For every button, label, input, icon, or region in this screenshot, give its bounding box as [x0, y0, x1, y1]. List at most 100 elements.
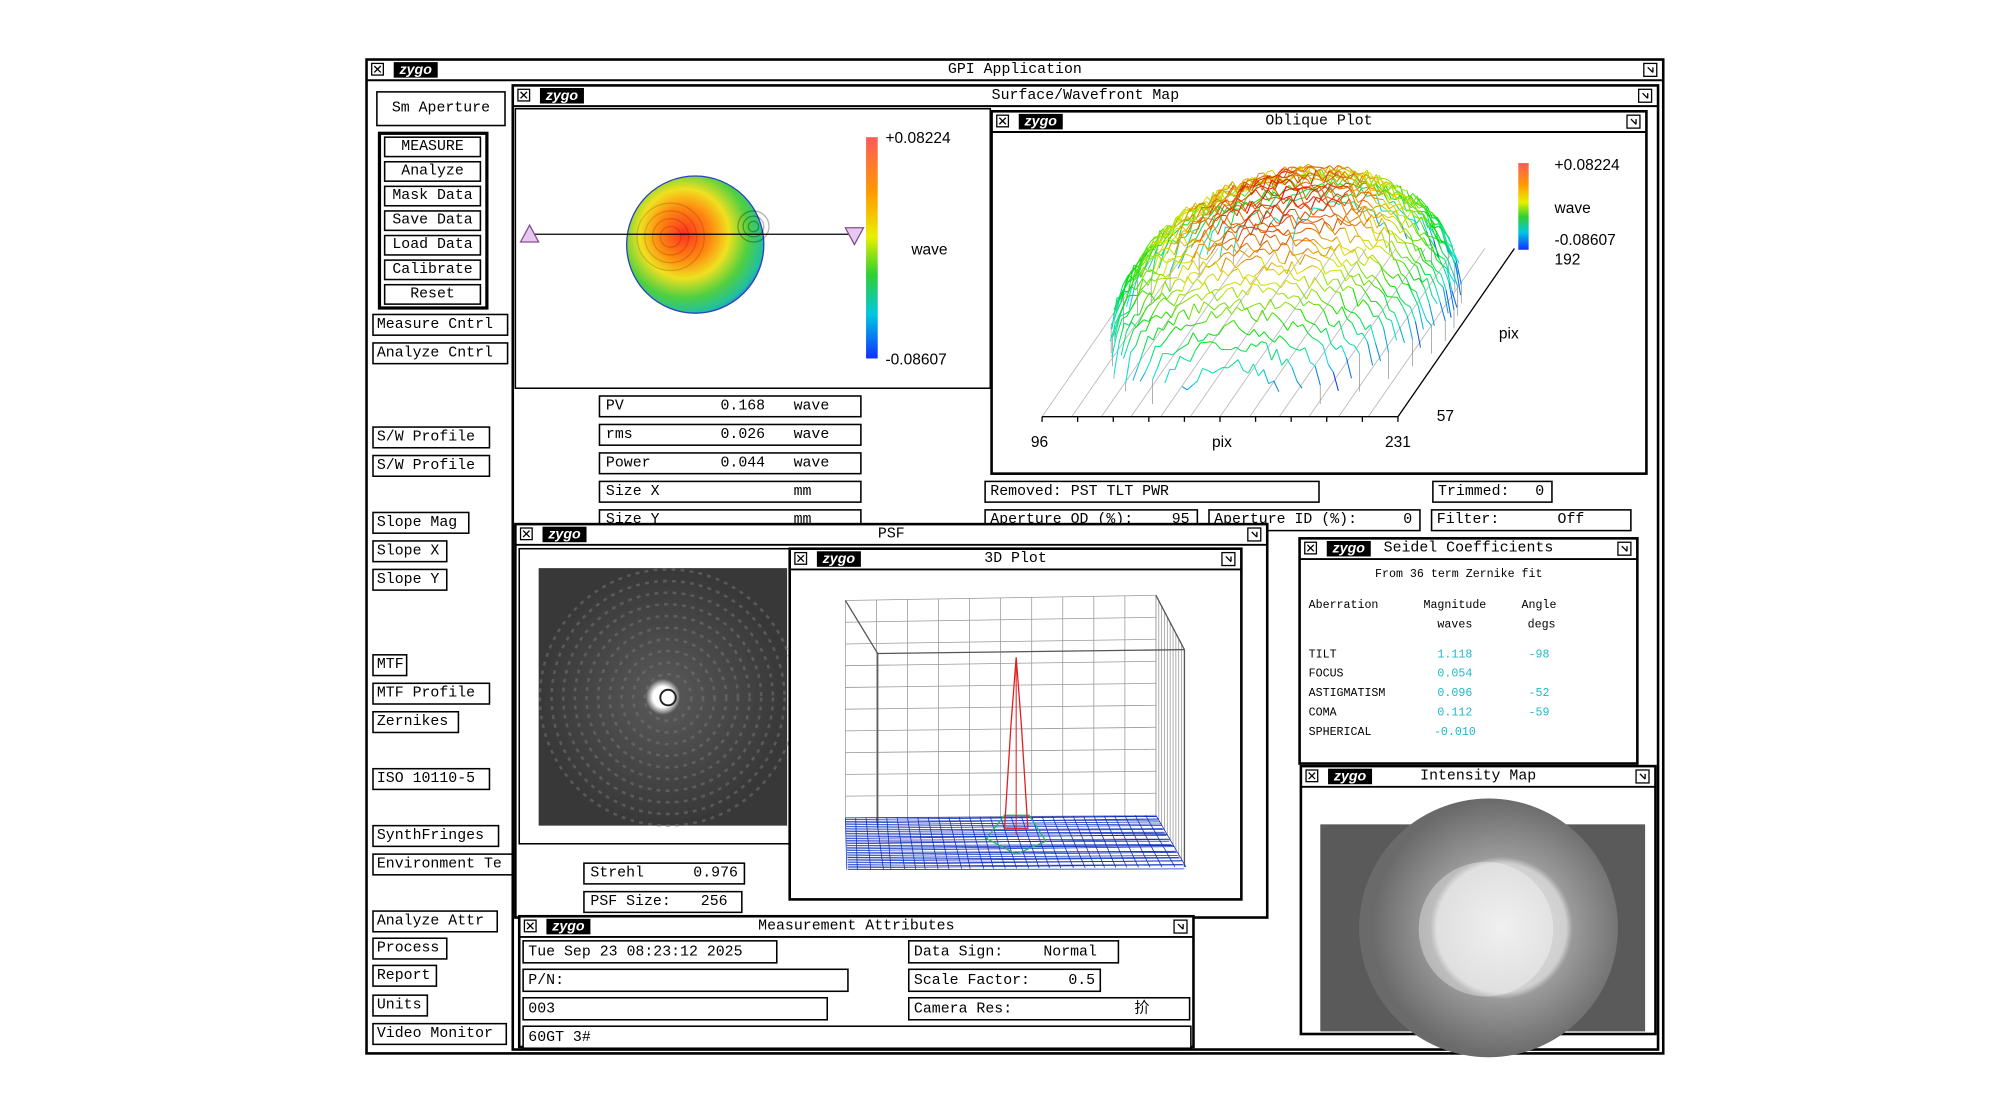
button-label[interactable]: Analyze Cntrl — [377, 345, 493, 361]
aberration-name: ASTIGMATISM — [1309, 687, 1386, 700]
psf-label: Strehl — [590, 866, 644, 882]
button-label[interactable]: Reset — [410, 286, 455, 302]
button-label[interactable]: Sm Aperture — [392, 101, 490, 117]
surface-trace — [1138, 266, 1145, 276]
surface-trace — [1170, 326, 1177, 334]
button-label[interactable]: S/W Profile — [377, 458, 475, 474]
surface-trace — [1224, 302, 1230, 309]
surface-trace — [1329, 285, 1336, 292]
surface-trace — [1274, 217, 1281, 223]
surface-trace — [1433, 245, 1440, 257]
surface-trace — [1375, 301, 1382, 308]
button-label[interactable]: Mask Data — [392, 188, 472, 204]
surface-trace — [1312, 189, 1318, 193]
button-label[interactable]: MEASURE — [401, 139, 464, 155]
wall-grid — [845, 594, 1156, 601]
surface-trace — [1317, 217, 1323, 222]
button-label[interactable]: Process — [377, 941, 439, 957]
surface-trace — [1331, 236, 1338, 242]
button-label[interactable]: Slope Y — [377, 572, 440, 588]
logo: zygo — [399, 62, 433, 78]
surface-trace — [1138, 319, 1145, 326]
surface-trace — [1443, 267, 1450, 283]
button-label[interactable]: Video Monitor — [377, 1026, 493, 1042]
surface-trace — [1250, 255, 1257, 260]
surface-trace — [1320, 198, 1327, 205]
surface-trace — [1328, 324, 1335, 328]
surface-trace — [1127, 294, 1134, 297]
button-label[interactable]: Calibrate — [392, 262, 472, 278]
surface-trace — [1312, 265, 1318, 268]
surface-trace — [1293, 189, 1300, 202]
surface-trace — [1249, 200, 1256, 210]
button-label[interactable]: Report — [377, 968, 431, 984]
surface-trace — [1367, 304, 1374, 317]
surface-trace — [1179, 232, 1186, 236]
surface-trace — [1165, 232, 1172, 242]
result-field — [598, 395, 862, 418]
surface-trace — [1131, 266, 1138, 273]
surface-trace — [1182, 230, 1189, 233]
surface-trace — [1417, 305, 1424, 330]
surface-trace — [1238, 211, 1245, 221]
button-label[interactable]: MTF — [377, 657, 404, 673]
surface-trace — [1428, 247, 1434, 253]
axis-title: pix — [1212, 434, 1232, 451]
surface-trace — [1427, 263, 1434, 269]
surface-trace — [1325, 178, 1332, 183]
surface-trace — [1139, 372, 1146, 382]
surface-trace — [1186, 296, 1193, 301]
fringe-ring — [742, 215, 765, 238]
mesh-line — [847, 868, 1185, 871]
line — [1639, 773, 1646, 780]
surface-trace — [1158, 248, 1165, 253]
button-label[interactable]: Save Data — [392, 213, 472, 229]
surface-trace — [1340, 203, 1347, 216]
surface-trace — [1201, 293, 1208, 301]
surface-trace — [1198, 301, 1205, 314]
surface-trace — [1291, 215, 1298, 226]
surface-trace — [1210, 261, 1217, 267]
button-label[interactable]: Measure Cntrl — [377, 317, 493, 333]
surface-trace — [1195, 322, 1202, 325]
surface-trace — [1333, 197, 1340, 207]
surface-trace — [1424, 217, 1431, 224]
button-label[interactable]: Zernikes — [377, 714, 448, 730]
button-label[interactable]: Analyze — [401, 163, 463, 179]
button-label[interactable]: Load Data — [392, 237, 472, 253]
color-bar — [866, 137, 878, 359]
fringe-ring — [737, 210, 770, 243]
surface-trace — [1333, 320, 1340, 328]
button-label[interactable]: Units — [377, 998, 422, 1014]
button-label[interactable]: S/W Profile — [377, 429, 475, 445]
button-label[interactable]: Environment Te — [377, 856, 502, 872]
surface-trace — [1308, 300, 1315, 305]
surface-trace — [1423, 211, 1430, 217]
button-label[interactable]: ISO 10110-5 — [377, 771, 475, 787]
surface-trace — [1114, 316, 1121, 338]
surface-trace — [1254, 302, 1261, 306]
surface-trace — [1310, 169, 1317, 185]
surface-trace — [1196, 207, 1203, 218]
surface-trace — [1177, 212, 1184, 222]
button-label[interactable]: Slope X — [377, 543, 440, 559]
surface-trace — [1365, 172, 1372, 184]
surface-trace — [1450, 251, 1457, 261]
surface-trace — [1247, 179, 1254, 183]
surface-trace — [1341, 246, 1348, 250]
surface-trace — [1317, 183, 1323, 187]
button-label[interactable]: Analyze Attr — [377, 913, 484, 929]
surface-trace — [1171, 215, 1178, 229]
surface-trace — [1304, 165, 1310, 173]
button — [376, 91, 506, 127]
button-label[interactable]: Slope Mag — [377, 515, 457, 531]
surface-trace — [1161, 224, 1168, 232]
surface-trace — [1219, 285, 1226, 291]
button-label[interactable]: SynthFringes — [377, 828, 484, 844]
surface-trace — [1249, 184, 1255, 187]
surface-trace — [1132, 366, 1139, 381]
surface-trace — [1242, 226, 1248, 230]
button-label[interactable]: MTF Profile — [377, 686, 475, 702]
surface-trace — [1253, 329, 1260, 337]
surface-trace — [1361, 332, 1368, 343]
